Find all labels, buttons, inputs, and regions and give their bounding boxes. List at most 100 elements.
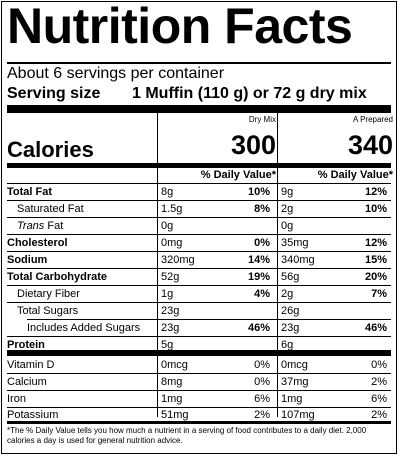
column-divider-2b [277,355,278,417]
dry-amount: 23g [161,322,180,334]
nutrient-name: Protein [7,339,45,351]
prep-amount: 107mg [281,409,315,421]
dry-dv: 8% [254,203,270,215]
nutrient-name: Vitamin D [7,359,55,371]
dv-header-prepared: % Daily Value* [317,169,393,181]
column-divider-2 [277,113,278,350]
dry-dv: 0% [254,237,270,249]
dry-dv: 0% [254,376,270,388]
prep-amount: 56g [281,271,300,283]
nutrient-name: Total Sugars [17,305,79,317]
prep-dv: 15% [364,254,387,266]
title-rule [7,62,391,64]
prep-amount: 6g [281,339,294,351]
dry-amount: 0g [161,220,174,232]
dry-amount: 1.5g [161,203,183,215]
dry-dv: 4% [254,288,270,300]
prep-dv: 46% [364,322,387,334]
prep-amount: 2g [281,203,294,215]
dry-dv: 6% [254,393,270,405]
serving-size-label: Serving size [7,85,101,102]
nutrient-row-total-carbohydrate: Total Carbohydrate 52g 19% 56g 20% [0,269,394,285]
servings-per-container: About 6 servings per container [7,65,225,82]
nutrient-name: Potassium [7,409,59,421]
prep-amount: 26g [281,305,300,317]
dry-amount: 0mcg [161,359,188,371]
row-sep [7,217,391,218]
row-sep [7,407,391,408]
column-divider-1b [157,355,158,417]
dry-amount: 51mg [161,409,189,421]
dv-header-dry-mix: % Daily Value* [200,169,276,181]
nutrient-row-saturated-fat: Saturated Fat 1.5g 8% 2g 10% [0,201,394,217]
nutrient-name: Total Carbohydrate [7,271,108,283]
nutrient-row-added-sugars: Includes Added Sugars 23g 46% 23g 46% [0,320,394,336]
nutrient-row-total-fat: Total Fat 8g 10% 9g 12% [0,184,394,200]
dv-header-rule [7,183,391,184]
trans-rest: Fat [44,220,64,232]
dry-amount: 52g [161,271,180,283]
trans-italic: Trans [17,220,45,232]
nutrient-name: Includes Added Sugars [27,322,141,334]
footnote-rule [7,421,391,424]
prep-amount: 37mg [281,376,309,388]
serving-size-value: 1 Muffin (110 g) or 72 g dry mix [132,85,367,102]
dry-dv: 46% [247,322,270,334]
thick-rule-vitamins [7,350,391,356]
row-sep [27,319,391,320]
footnote: *The % Daily Value tells you how much a … [7,426,367,445]
row-sep [7,251,391,252]
row-sep [7,268,391,269]
prep-dv: 12% [364,237,387,249]
prep-dv: 0% [371,359,387,371]
nutrient-row-total-sugars: Total Sugars 23g 26g [0,303,394,319]
nutrient-row-protein: Protein 5g 6g [0,337,394,353]
prep-amount: 0g [281,220,294,232]
nutrient-row-cholesterol: Cholesterol 0mg 0% 35mg 12% [0,235,394,251]
nutrient-name: Dietary Fiber [17,288,80,300]
prep-amount: 340mg [281,254,315,266]
column-header-dry-mix: Dry Mix [248,115,276,124]
row-sep [7,200,391,201]
serving-size: Serving size 1 Muffin (110 g) or 72 g dr… [7,85,367,102]
prep-dv: 2% [371,376,387,388]
calories-prepared: 340 [347,130,393,160]
prep-dv: 7% [371,288,387,300]
nutrient-name: Sodium [7,254,48,266]
dry-amount: 320mg [161,254,195,266]
nutrient-name: Cholesterol [7,237,68,249]
nutrient-name: Calcium [7,376,47,388]
nutrient-name: Iron [7,393,26,405]
calories-dry-mix: 300 [230,130,276,160]
nutrient-row-sodium: Sodium 320mg 14% 340mg 15% [0,252,394,268]
label-title: Nutrition Facts [7,0,353,54]
dry-amount: 1g [161,288,174,300]
prep-amount: 9g [281,186,294,198]
dry-amount: 8mg [161,376,183,388]
calories-label: Calories [7,137,94,162]
dry-amount: 0mg [161,237,183,249]
dry-dv: 19% [247,271,270,283]
dry-amount: 8g [161,186,174,198]
vitamin-row-calcium: Calcium 8mg 0% 37mg 2% [0,374,394,390]
dry-dv: 10% [247,186,270,198]
nutrient-row-dietary-fiber: Dietary Fiber 1g 4% 2g 7% [0,286,394,302]
vitamin-row-iron: Iron 1mg 6% 1mg 6% [0,391,394,407]
prep-amount: 23g [281,322,300,334]
prep-amount: 1mg [281,393,303,405]
row-sep [7,285,391,286]
dry-dv: 2% [254,409,270,421]
prep-amount: 35mg [281,237,309,249]
dry-amount: 1mg [161,393,183,405]
nutrient-row-trans-fat: Trans Fat 0g 0g [0,218,394,234]
dry-amount: 5g [161,339,174,351]
row-sep [7,302,391,303]
vitamin-row-vitamin-d: Vitamin D 0mcg 0% 0mcg 0% [0,357,394,373]
prep-dv: 12% [364,186,387,198]
vitamin-row-potassium: Potassium 51mg 2% 107mg 2% [0,407,394,423]
prep-dv: 20% [364,271,387,283]
row-sep [7,373,391,374]
prep-dv: 10% [364,203,387,215]
column-divider-1 [157,113,158,350]
